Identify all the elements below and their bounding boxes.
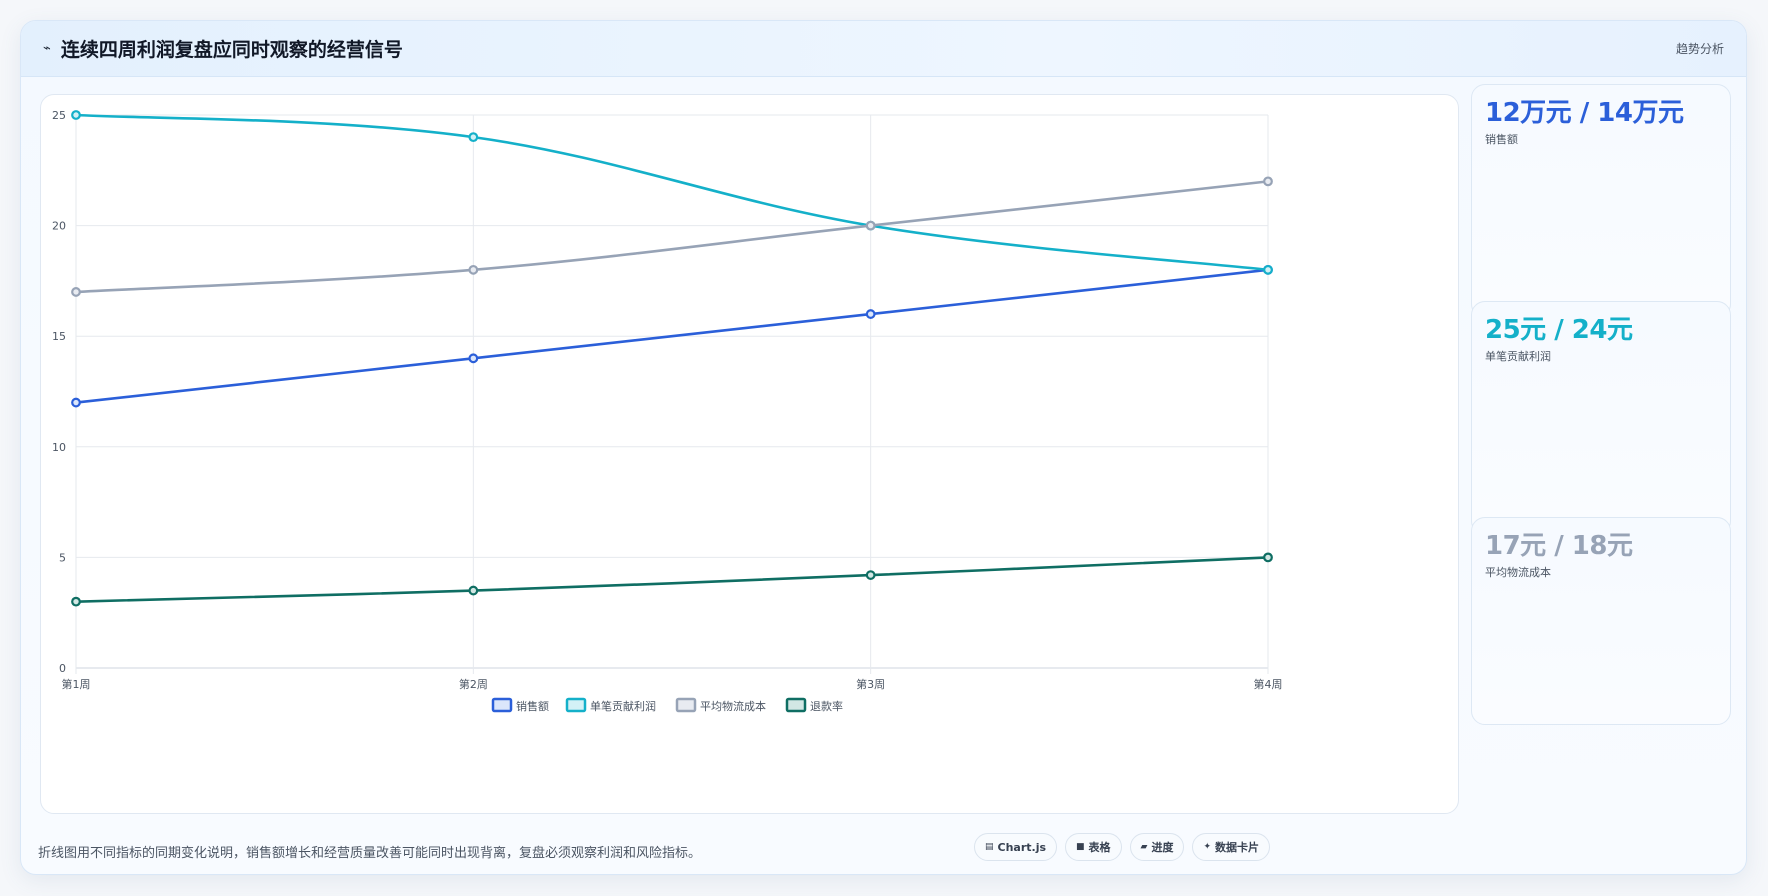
data-point bbox=[865, 220, 876, 231]
y-tick-label: 20 bbox=[52, 220, 66, 233]
legend-label: 销售额 bbox=[516, 699, 549, 713]
legend-label: 退款率 bbox=[810, 699, 843, 713]
data-point bbox=[1263, 264, 1273, 275]
data-point bbox=[468, 264, 479, 275]
dashboard-panel: ⌁ 连续四周利润复盘应同时观察的经营信号 趋势分析 0 5 10 15 20 25 第1周 第… bbox=[20, 20, 1747, 875]
data-point bbox=[865, 309, 876, 319]
tool-chip-label: Chart.js bbox=[997, 840, 1047, 854]
legend-swatch bbox=[491, 697, 513, 713]
tool-chip-label: 表格 bbox=[1088, 841, 1111, 854]
tool-chip-table[interactable]: ■ 表格 bbox=[1065, 833, 1122, 861]
series-line bbox=[75, 113, 1269, 272]
chart-icon: ▤ bbox=[985, 842, 994, 852]
kpi-label: 销售额 bbox=[1485, 133, 1518, 146]
kpi-value: 12万元 / 14万元 bbox=[1485, 98, 1684, 128]
data-point bbox=[1263, 176, 1273, 187]
wave-icon: ⌁ bbox=[43, 41, 51, 56]
legend-label: 单笔贡献利润 bbox=[590, 699, 656, 713]
tool-chip-chartjs[interactable]: ▤ Chart.js bbox=[974, 833, 1058, 861]
x-tick-label: 第3周 bbox=[856, 677, 885, 691]
data-point bbox=[71, 287, 81, 297]
kpi-card-logistics: 17元 / 18元 平均物流成本 bbox=[1471, 517, 1731, 725]
y-tick-label: 0 bbox=[59, 662, 66, 675]
kpi-card-profit: 25元 / 24元 单笔贡献利润 bbox=[1471, 301, 1731, 535]
kpi-label: 单笔贡献利润 bbox=[1485, 350, 1551, 363]
legend-swatch bbox=[785, 697, 807, 713]
tool-chip-label: 进度 bbox=[1151, 841, 1174, 854]
data-point bbox=[71, 110, 81, 120]
legend-swatch bbox=[565, 697, 587, 713]
tool-chip-label: 数据卡片 bbox=[1215, 841, 1260, 854]
legend-label: 平均物流成本 bbox=[700, 699, 766, 713]
series-line bbox=[75, 268, 1269, 404]
tool-chips: ▤ Chart.js ■ 表格 ▰ 进度 ✦ 数据卡片 bbox=[974, 833, 1271, 861]
data-point bbox=[71, 596, 81, 607]
data-point bbox=[71, 397, 81, 408]
page-title: 连续四周利润复盘应同时观察的经营信号 bbox=[60, 39, 403, 61]
tool-chip-datacard[interactable]: ✦ 数据卡片 bbox=[1192, 833, 1271, 861]
kpi-value: 25元 / 24元 bbox=[1485, 315, 1633, 345]
series-line bbox=[75, 556, 1269, 603]
header-tag[interactable]: 趋势分析 bbox=[1675, 42, 1724, 56]
table-icon: ■ bbox=[1076, 842, 1085, 852]
kpi-card-sales: 12万元 / 14万元 销售额 bbox=[1471, 84, 1731, 318]
kpi-label: 平均物流成本 bbox=[1485, 566, 1551, 579]
series-line bbox=[75, 180, 1269, 294]
panel-header: ⌁ 连续四周利润复盘应同时观察的经营信号 趋势分析 bbox=[21, 21, 1746, 77]
data-point bbox=[468, 585, 479, 596]
y-tick-label: 25 bbox=[52, 109, 66, 122]
data-point bbox=[468, 353, 479, 364]
data-point bbox=[865, 570, 876, 580]
line-chart-card: 0 5 10 15 20 25 第1周 第2周 第3周 第4周销售额 单笔贡献利润 平均物流成本 退款率 bbox=[40, 94, 1459, 814]
kpi-value: 17元 / 18元 bbox=[1485, 531, 1633, 561]
data-point bbox=[468, 132, 479, 143]
data-point bbox=[1263, 552, 1273, 563]
x-tick-label: 第2周 bbox=[459, 677, 488, 691]
y-tick-label: 15 bbox=[52, 330, 66, 343]
y-tick-label: 5 bbox=[59, 551, 66, 564]
sparkle-icon: ✦ bbox=[1203, 842, 1212, 852]
footer-note: 折线图用不同指标的同期变化说明，销售额增长和经营质量改善可能同时出现背离，复盘必… bbox=[38, 846, 702, 861]
legend-swatch bbox=[675, 697, 697, 713]
x-tick-label: 第4周 bbox=[1254, 677, 1283, 691]
x-tick-label: 第1周 bbox=[62, 677, 91, 691]
y-tick-label: 10 bbox=[52, 441, 66, 454]
tool-chip-progress[interactable]: ▰ 进度 bbox=[1129, 833, 1185, 861]
progress-icon: ▰ bbox=[1140, 842, 1148, 852]
